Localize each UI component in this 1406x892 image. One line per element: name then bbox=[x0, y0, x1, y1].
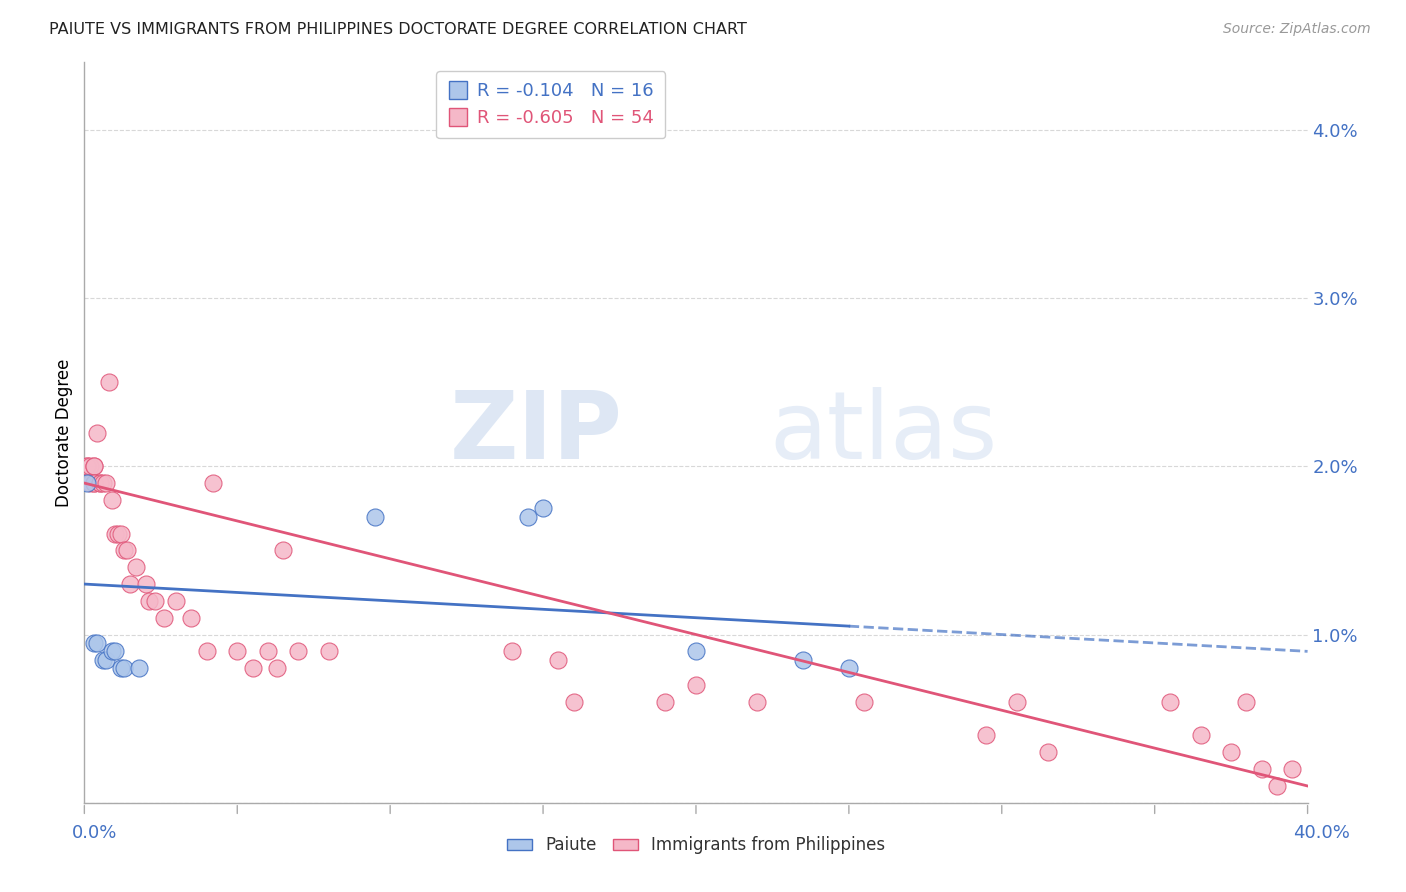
Point bbox=[318, 644, 340, 658]
Point bbox=[1189, 729, 1212, 743]
Point bbox=[104, 644, 127, 658]
Point bbox=[91, 653, 114, 667]
Point bbox=[562, 695, 585, 709]
Point bbox=[153, 610, 176, 624]
Point bbox=[112, 543, 135, 558]
Point bbox=[83, 636, 105, 650]
Point bbox=[125, 560, 148, 574]
Point bbox=[287, 644, 309, 658]
Point bbox=[79, 459, 101, 474]
Point bbox=[115, 543, 138, 558]
Text: ZIP: ZIP bbox=[450, 386, 623, 479]
Point bbox=[180, 610, 202, 624]
Point bbox=[531, 501, 554, 516]
Point bbox=[89, 476, 111, 491]
Point bbox=[547, 653, 569, 667]
Point bbox=[792, 653, 814, 667]
Text: Source: ZipAtlas.com: Source: ZipAtlas.com bbox=[1223, 22, 1371, 37]
Point bbox=[112, 661, 135, 675]
Point bbox=[79, 476, 101, 491]
Point bbox=[89, 476, 111, 491]
Point bbox=[91, 476, 114, 491]
Point bbox=[110, 526, 132, 541]
Point bbox=[1159, 695, 1181, 709]
Point bbox=[502, 644, 524, 658]
Point bbox=[76, 459, 98, 474]
Point bbox=[853, 695, 876, 709]
Point bbox=[76, 476, 98, 491]
Point bbox=[101, 492, 124, 507]
Point bbox=[1281, 762, 1303, 776]
Point bbox=[86, 425, 108, 440]
Point bbox=[1005, 695, 1028, 709]
Point bbox=[76, 459, 98, 474]
Point bbox=[226, 644, 249, 658]
Point bbox=[165, 594, 187, 608]
Point bbox=[1036, 745, 1059, 759]
Point bbox=[120, 577, 142, 591]
Point bbox=[257, 644, 280, 658]
Point bbox=[86, 636, 108, 650]
Point bbox=[976, 729, 998, 743]
Point bbox=[1250, 762, 1272, 776]
Point bbox=[107, 526, 129, 541]
Point bbox=[94, 653, 117, 667]
Point bbox=[110, 661, 132, 675]
Point bbox=[747, 695, 769, 709]
Legend: Paiute, Immigrants from Philippines: Paiute, Immigrants from Philippines bbox=[501, 830, 891, 861]
Point bbox=[128, 661, 150, 675]
Point bbox=[271, 543, 294, 558]
Point bbox=[101, 644, 124, 658]
Point bbox=[201, 476, 224, 491]
Point bbox=[654, 695, 676, 709]
Point bbox=[242, 661, 264, 675]
Point bbox=[685, 678, 707, 692]
Text: atlas: atlas bbox=[769, 386, 998, 479]
Text: PAIUTE VS IMMIGRANTS FROM PHILIPPINES DOCTORATE DEGREE CORRELATION CHART: PAIUTE VS IMMIGRANTS FROM PHILIPPINES DO… bbox=[49, 22, 747, 37]
Point bbox=[138, 594, 160, 608]
Point bbox=[1236, 695, 1258, 709]
Y-axis label: Doctorate Degree: Doctorate Degree bbox=[55, 359, 73, 507]
Point bbox=[135, 577, 157, 591]
Point bbox=[1220, 745, 1243, 759]
Point bbox=[685, 644, 707, 658]
Point bbox=[838, 661, 860, 675]
Point bbox=[143, 594, 166, 608]
Point bbox=[104, 526, 127, 541]
Text: 40.0%: 40.0% bbox=[1294, 823, 1350, 841]
Point bbox=[83, 476, 105, 491]
Point bbox=[266, 661, 288, 675]
Point bbox=[97, 375, 120, 389]
Point bbox=[83, 476, 105, 491]
Point bbox=[1265, 779, 1288, 793]
Point bbox=[516, 509, 538, 524]
Point bbox=[83, 459, 105, 474]
Point bbox=[83, 459, 105, 474]
Text: 0.0%: 0.0% bbox=[72, 823, 118, 841]
Point bbox=[195, 644, 218, 658]
Point bbox=[94, 476, 117, 491]
Point bbox=[364, 509, 387, 524]
